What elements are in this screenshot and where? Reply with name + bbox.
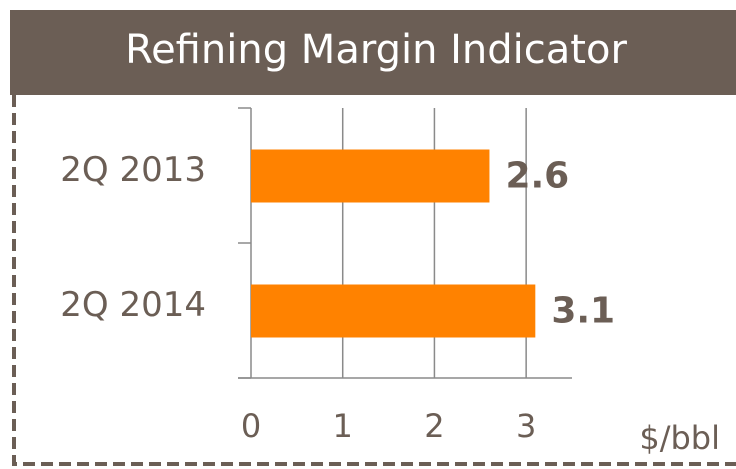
title-banner	[10, 10, 736, 95]
y-tick-label: 2Q 2013	[60, 150, 206, 190]
value-label: 2.6	[505, 156, 569, 197]
x-axis-label: $/bbl	[639, 419, 720, 457]
frame	[12, 95, 736, 466]
x-tick-label: 3	[516, 407, 536, 445]
bar	[251, 284, 536, 338]
x-tick-label: 0	[241, 407, 261, 445]
bar	[251, 149, 490, 203]
y-tick-label: 2Q 2014	[60, 285, 206, 325]
x-tick-label: 2	[424, 407, 444, 445]
value-label: 3.1	[551, 291, 615, 332]
chart-title: Refining Margin Indicator	[125, 27, 627, 73]
x-tick-label: 1	[333, 407, 353, 445]
